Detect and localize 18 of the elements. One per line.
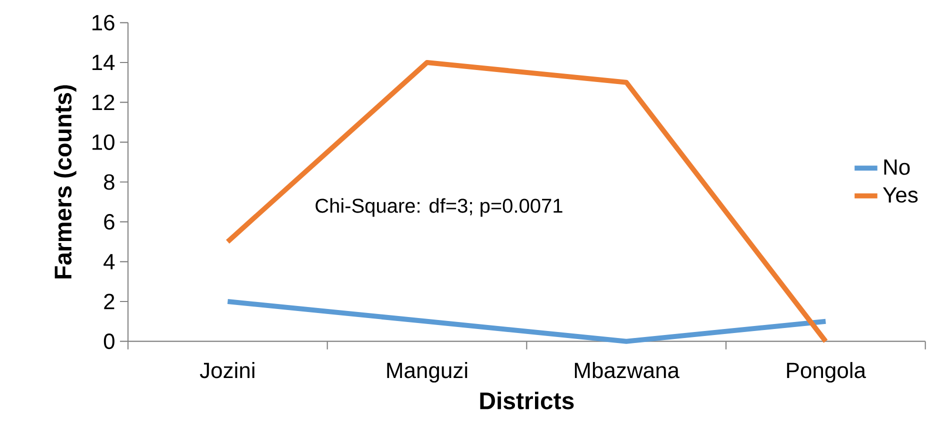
legend-label: Yes (883, 187, 918, 203)
annotation: Chi-Square: df=3; p=0.0071 (316, 198, 562, 217)
x-tick-label: Mbazwana (574, 362, 680, 378)
y-tick-label: 2 (104, 294, 114, 310)
y-tick-label: 4 (104, 254, 115, 270)
x-tick-label: Pongola (787, 362, 866, 382)
legend-label: No (884, 159, 910, 175)
y-tick-label: 0 (104, 333, 114, 349)
x-tick-label: Manguzi (387, 362, 468, 382)
y-axis-title: Farmers (counts) (54, 85, 76, 278)
y-tick-label: 16 (92, 14, 114, 30)
y-tick-label: 12 (92, 94, 114, 110)
y-tick-label: 14 (92, 54, 115, 70)
y-tick-label: 10 (92, 134, 114, 150)
y-tick-label: 8 (104, 174, 114, 190)
y-tick-label: 6 (104, 214, 114, 230)
x-axis-title: Districts (480, 392, 574, 410)
x-tick-label: Jozini (200, 362, 254, 378)
